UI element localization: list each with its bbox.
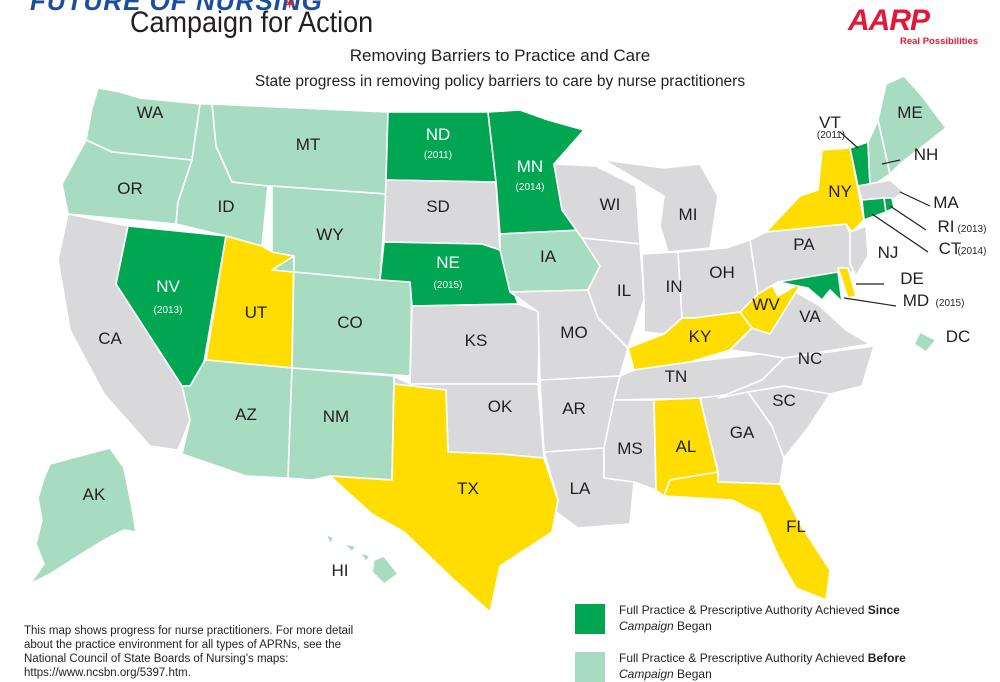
state-label-HI: HI xyxy=(332,561,349,580)
state-year-MD: (2015) xyxy=(936,298,965,309)
state-label-WA: WA xyxy=(137,103,164,122)
state-FL[interactable] xyxy=(663,471,831,601)
state-label-MA: MA xyxy=(933,193,959,212)
footnote: This map shows progress for nurse practi… xyxy=(24,625,354,679)
brand-logo-text: FUTURE OF NURSING xyxy=(30,0,323,16)
legend-swatch-before xyxy=(575,652,605,682)
state-label-NY: NY xyxy=(828,182,852,201)
state-label-DC: DC xyxy=(946,327,971,346)
state-label-MD: MD xyxy=(903,291,929,310)
state-ME[interactable] xyxy=(877,75,947,175)
state-label-CA: CA xyxy=(98,329,122,348)
legend-swatch-since xyxy=(575,604,605,634)
state-label-VA: VA xyxy=(799,307,821,326)
state-label-NV: NV xyxy=(156,277,180,296)
state-label-LA: LA xyxy=(570,479,591,498)
state-label-SC: SC xyxy=(772,391,796,410)
leader-lines xyxy=(839,131,931,307)
state-label-WI: WI xyxy=(600,195,621,214)
state-label-OK: OK xyxy=(488,397,513,416)
state-year-ND: (2011) xyxy=(424,150,452,161)
map-title: Removing Barriers to Practice and Care xyxy=(349,46,651,65)
state-HI[interactable] xyxy=(325,533,399,585)
brand-star-icon: ✶ xyxy=(283,0,297,13)
state-label-PA: PA xyxy=(793,235,815,254)
map-subtitle: State progress in removing policy barrie… xyxy=(254,73,746,90)
state-year-VT: (2011) xyxy=(817,130,845,141)
state-label-AK: AK xyxy=(83,485,106,504)
state-year-CT: (2014) xyxy=(958,246,987,257)
state-MD[interactable] xyxy=(777,271,843,303)
state-label-MI: MI xyxy=(679,205,698,224)
legend-label-since: Full Practice & Prescriptive Authority A… xyxy=(619,603,900,633)
state-year-RI: (2013) xyxy=(958,224,987,235)
state-ND[interactable] xyxy=(385,111,497,183)
state-DC[interactable] xyxy=(913,331,937,353)
state-NJ[interactable] xyxy=(849,225,869,277)
state-label-NC: NC xyxy=(798,349,823,368)
state-label-ND: ND xyxy=(426,125,451,144)
state-label-KY: KY xyxy=(689,327,712,346)
state-label-WV: WV xyxy=(752,295,780,314)
state-label-GA: GA xyxy=(730,423,755,442)
state-MA[interactable] xyxy=(857,179,905,201)
state-label-MN: MN xyxy=(517,157,543,176)
state-label-KS: KS xyxy=(465,331,488,350)
state-label-CO: CO xyxy=(337,313,363,332)
state-MI[interactable] xyxy=(603,159,719,253)
state-AK[interactable] xyxy=(29,447,137,585)
state-CT[interactable] xyxy=(861,197,887,221)
state-label-OR: OR xyxy=(117,179,143,198)
state-label-FL: FL xyxy=(786,517,806,536)
aarp-logo: AARP xyxy=(848,4,930,37)
aarp-tagline: Real Possibilities xyxy=(900,36,979,47)
state-label-ME: ME xyxy=(897,103,923,122)
state-label-TX: TX xyxy=(457,479,479,498)
state-NH[interactable] xyxy=(867,119,891,187)
state-label-AL: AL xyxy=(676,437,697,456)
state-label-DE: DE xyxy=(900,269,924,288)
state-year-NV: (2013) xyxy=(154,305,183,316)
state-label-MS: MS xyxy=(617,439,643,458)
state-label-WY: WY xyxy=(316,225,343,244)
state-label-MT: MT xyxy=(296,135,321,154)
state-label-CT: CT xyxy=(939,239,962,258)
state-label-AR: AR xyxy=(562,399,586,418)
state-TX[interactable] xyxy=(329,383,559,613)
state-label-TN: TN xyxy=(665,367,688,386)
state-label-MO: MO xyxy=(560,323,587,342)
state-label-RI: RI xyxy=(938,217,955,236)
state-label-ID: ID xyxy=(218,197,235,216)
state-NC[interactable] xyxy=(717,345,875,399)
campaign-title: Campaign for Action xyxy=(130,6,374,39)
state-label-NH: NH xyxy=(914,145,939,164)
state-DE[interactable] xyxy=(837,267,857,299)
state-RI[interactable] xyxy=(883,197,895,213)
state-label-NJ: NJ xyxy=(878,243,899,262)
state-label-AZ: AZ xyxy=(235,405,257,424)
state-label-IL: IL xyxy=(617,281,631,300)
legend-label-before: Full Practice & Prescriptive Authority A… xyxy=(619,651,906,681)
state-year-MN: (2014) xyxy=(516,182,545,193)
state-label-OH: OH xyxy=(709,263,735,282)
state-year-NE: (2015) xyxy=(434,280,463,291)
state-label-SD: SD xyxy=(426,197,450,216)
state-label-VT: VT xyxy=(819,113,841,132)
state-label-IA: IA xyxy=(540,247,557,266)
state-label-IN: IN xyxy=(666,277,683,296)
state-label-NM: NM xyxy=(323,407,349,426)
state-label-NE: NE xyxy=(436,253,460,272)
header: FUTURE OF NURSING ✶ Campaign for Action … xyxy=(0,0,1000,120)
state-label-UT: UT xyxy=(245,303,268,322)
